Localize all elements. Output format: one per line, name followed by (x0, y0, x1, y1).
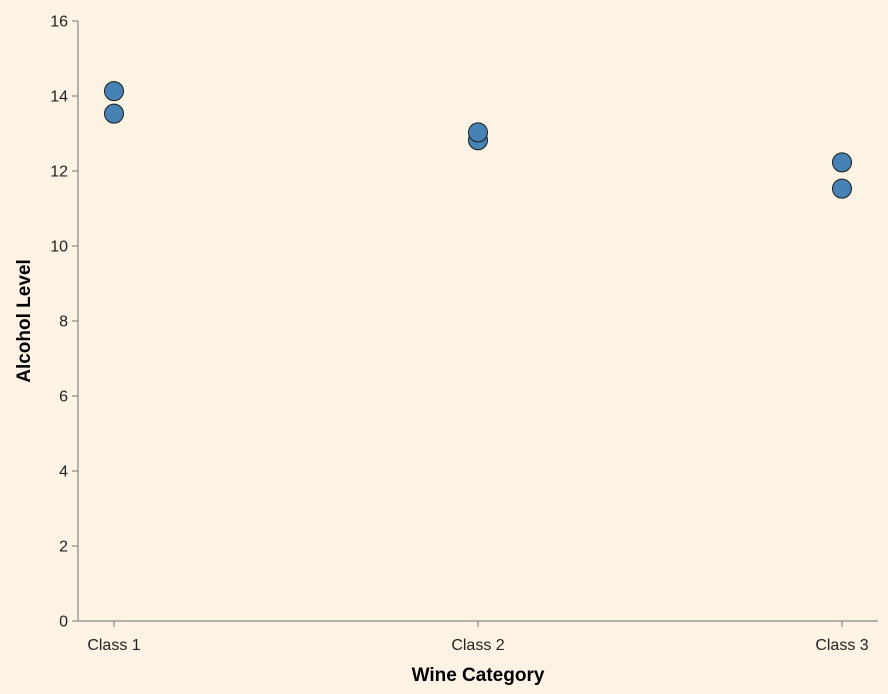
y-tick-label: 12 (50, 164, 68, 181)
y-tick-label: 14 (50, 89, 68, 106)
x-tick-label: Class 2 (451, 637, 504, 654)
x-tick-label: Class 1 (87, 637, 140, 654)
x-axis: Class 1 Class 2 Class 3 (78, 620, 878, 654)
x-tick-label: Class 3 (815, 637, 868, 654)
data-point (468, 122, 488, 143)
x-axis-title: Wine Category (412, 665, 545, 686)
y-tick-label: 0 (59, 614, 68, 631)
y-axis: 0 2 4 6 8 10 12 14 16 (50, 14, 79, 631)
y-tick-label: 2 (59, 539, 68, 556)
y-tick-label: 6 (59, 389, 68, 406)
data-point (104, 103, 124, 124)
y-tick-label: 10 (50, 239, 68, 256)
y-tick-label: 4 (59, 464, 68, 481)
data-point (832, 152, 852, 173)
y-tick-label: 16 (50, 14, 68, 31)
data-point (832, 178, 852, 199)
data-point (104, 81, 124, 102)
data-points (104, 81, 852, 199)
y-tick-label: 8 (59, 314, 68, 331)
y-axis-title: Alcohol Level (14, 259, 35, 383)
